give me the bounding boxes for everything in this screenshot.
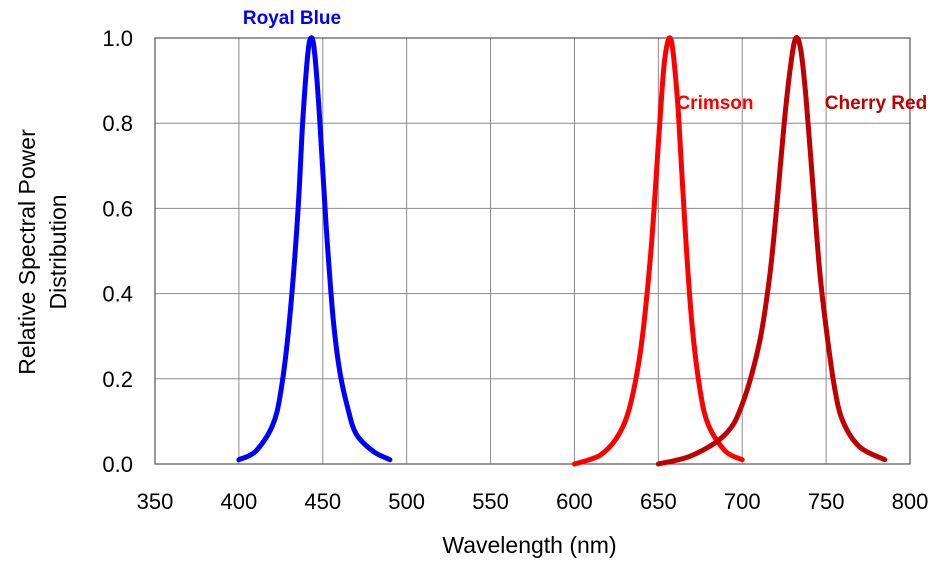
series-label-royal-blue: Royal Blue <box>243 8 341 29</box>
y-tick-labels: 0.0 0.2 0.4 0.6 0.8 1.0 <box>102 26 133 477</box>
series-line-cherry-red <box>655 35 888 467</box>
x-tick-label: 350 <box>137 489 174 514</box>
x-tick-label: 550 <box>472 489 509 514</box>
series-label-crimson: Crimson <box>676 93 753 114</box>
y-tick-label: 0.0 <box>102 452 133 477</box>
series-label-cherry-red: Cherry Red <box>825 93 927 114</box>
grid <box>154 37 911 465</box>
series-annotations: Royal Blue Crimson Cherry Red <box>243 8 927 114</box>
y-axis-title-line-2: Distribution <box>45 194 71 309</box>
x-tick-label: 800 <box>892 489 929 514</box>
y-tick-label: 0.4 <box>102 282 133 307</box>
series-line-royal-blue <box>236 35 393 463</box>
x-tick-labels: 350 400 450 500 550 600 650 700 750 800 <box>137 489 929 514</box>
y-tick-label: 0.8 <box>102 111 133 136</box>
y-axis-title: Relative Spectral Power Distribution <box>14 129 71 375</box>
y-tick-label: 0.2 <box>102 367 133 392</box>
y-tick-label: 0.6 <box>102 196 133 221</box>
x-tick-label: 700 <box>724 489 761 514</box>
y-axis-title-line-1: Relative Spectral Power <box>14 129 40 375</box>
series-line-crimson <box>571 35 745 467</box>
x-tick-label: 600 <box>556 489 593 514</box>
series-curves <box>236 35 888 467</box>
x-tick-label: 450 <box>304 489 341 514</box>
x-tick-label: 750 <box>808 489 845 514</box>
x-tick-label: 650 <box>640 489 677 514</box>
x-tick-label: 500 <box>388 489 425 514</box>
x-axis-title: Wavelength (nm) <box>442 532 616 558</box>
x-tick-label: 400 <box>221 489 258 514</box>
y-tick-label: 1.0 <box>102 26 133 51</box>
plot-frame <box>154 37 911 465</box>
